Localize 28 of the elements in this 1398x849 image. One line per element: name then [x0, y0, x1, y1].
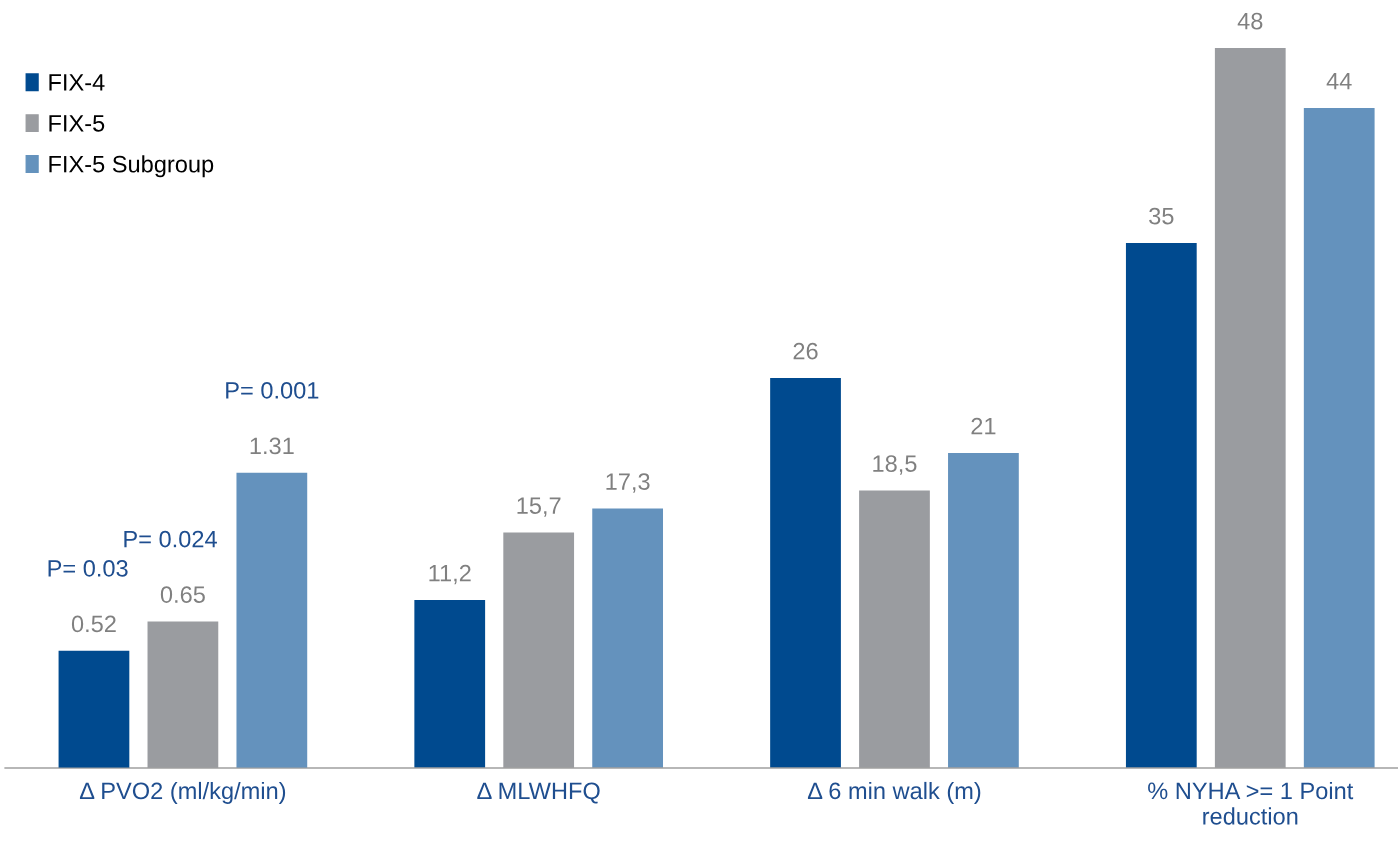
- bar: [1125, 243, 1197, 768]
- bar: [592, 508, 664, 768]
- x-tick-label: % NYHA >= 1 Point reduction: [1148, 781, 1354, 825]
- data-label: 0.52: [71, 615, 116, 633]
- data-label: 1.31: [250, 437, 294, 455]
- data-label: 18,5: [873, 455, 917, 475]
- x-tick-label: Δ MLWHFQ: [477, 782, 600, 804]
- bar: [414, 600, 486, 768]
- bar: [1303, 108, 1375, 768]
- data-label: 48: [1237, 12, 1263, 30]
- data-label: 35: [1149, 207, 1174, 225]
- data-label: 17,3: [606, 473, 650, 493]
- x-tick-label: Δ PVO2 (ml/kg/min): [79, 781, 286, 804]
- data-label: 0.65: [160, 586, 205, 603]
- legend-label: FIX-5: [49, 115, 105, 132]
- data-label: 21: [971, 417, 996, 435]
- annotation: P= 0.001: [226, 381, 319, 399]
- data-label: 26: [793, 342, 818, 360]
- annotation: P= 0.03: [48, 559, 128, 577]
- legend-label: FIX-4: [49, 74, 105, 91]
- legend-label: FIX-5 Subgroup: [49, 155, 214, 178]
- bar: [948, 453, 1019, 768]
- x-tick-label: Δ 6 min walk (m): [807, 781, 981, 804]
- bar: [770, 378, 841, 768]
- data-label: 15,7: [517, 497, 561, 517]
- data-label: 11,2: [429, 564, 471, 585]
- annotation: P= 0.024: [124, 530, 217, 548]
- data-label: 44: [1326, 72, 1352, 90]
